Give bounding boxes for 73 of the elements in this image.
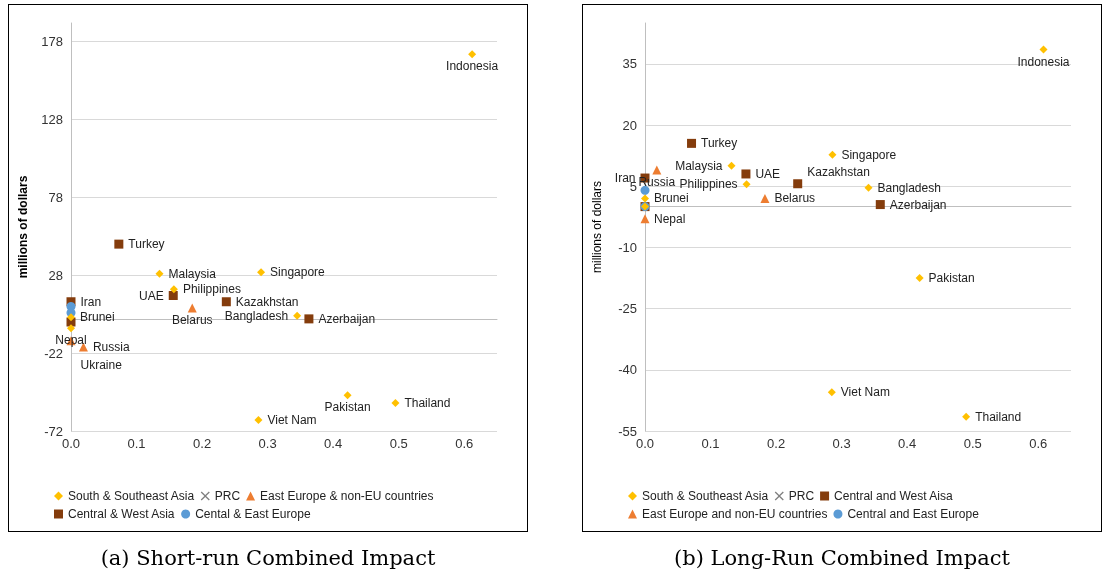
data-label: Viet Nam (840, 385, 890, 400)
data-label: UAE (139, 288, 164, 303)
y-tick-label: -25 (618, 301, 637, 317)
data-label: Iran (80, 294, 102, 309)
legend-label: Central and West Aisa (834, 489, 953, 503)
legend-label: Cental & East Europe (195, 507, 311, 521)
text: (a) Short-run Combined Impact (99, 546, 437, 570)
x-tick-label: 0.4 (898, 436, 917, 451)
x-tick-label: 0.5 (389, 436, 408, 451)
legend-label: East Europe and non-EU countries (642, 507, 828, 521)
x-tick-label: 0.3 (258, 436, 277, 451)
data-label: Philippines (679, 177, 738, 192)
data-label: Russia (638, 175, 676, 190)
legend-label: PRC (788, 489, 815, 503)
data-label: Kazakhstan (235, 294, 299, 309)
text: (b) Long-Run Combined Impact (673, 546, 1011, 570)
y-tick-label: 28 (48, 267, 63, 283)
data-label: Ukraine (80, 357, 123, 372)
y-tick-label: -10 (618, 239, 637, 255)
legend-label: South & Southeast Asia (68, 489, 195, 503)
x-tick-label: 0.1 (701, 436, 720, 451)
y-tick-label: 78 (48, 189, 63, 205)
data-label: Brunei (80, 310, 115, 325)
data-label: Pakistan (324, 400, 371, 415)
data-label: Viet Nam (267, 413, 317, 428)
y-tick-label: 20 (622, 117, 637, 133)
data-label: Thailand (404, 395, 451, 410)
x-tick-label: 0.5 (963, 436, 982, 451)
x-tick-label: 0.2 (767, 436, 786, 451)
data-label: Indonesia (1017, 54, 1070, 69)
legend-label: Central & West Asia (68, 507, 175, 521)
legend-label: South & Southeast Asia (642, 489, 769, 503)
x-tick-label: 0.4 (324, 436, 343, 451)
data-label: Bangladesh (877, 180, 941, 195)
y-tick-label: -22 (44, 345, 63, 361)
data-label: Thailand (975, 409, 1022, 424)
y-tick-label: 128 (41, 112, 63, 128)
y-tick-label: -40 (618, 362, 637, 378)
x-tick-label: 0.0 (61, 436, 81, 451)
data-label: Malaysia (675, 158, 723, 173)
data-label: Russia (92, 339, 130, 354)
data-label: Azerbaijan (889, 197, 947, 212)
data-label: Indonesia (446, 59, 499, 74)
data-label: Bangladesh (224, 308, 289, 323)
x-tick-label: 0.6 (1029, 436, 1048, 451)
data-label: UAE (755, 166, 781, 181)
data-label: Turkey (701, 136, 738, 151)
x-tick-label: 0.0 (635, 436, 655, 451)
legend-label: PRC (214, 489, 241, 503)
x-tick-label: 0.1 (127, 436, 146, 451)
data-label: Malaysia (168, 266, 217, 281)
data-label: Belarus (774, 191, 816, 206)
y-tick-label: -72 (44, 423, 63, 439)
data-label: Belarus (171, 313, 213, 328)
data-label: Turkey (128, 237, 165, 252)
legend-label: East Europe & non-EU countries (260, 489, 434, 503)
y-tick-label: 178 (41, 34, 63, 50)
data-label: Nepal (654, 211, 686, 226)
data-label: Pakistan (928, 271, 975, 285)
x-tick-label: 0.3 (832, 436, 851, 451)
data-label: Kazakhstan (807, 164, 870, 179)
x-tick-label: 0.6 (455, 436, 474, 451)
data-label: Azerbaijan (318, 311, 376, 326)
y-axis-title: millions of dollars (16, 175, 30, 279)
y-tick-label: 35 (622, 56, 637, 72)
data-label: Brunei (654, 191, 689, 206)
data-label: Singapore (841, 147, 897, 162)
legend-label: Central and East Europe (847, 507, 980, 521)
y-tick-label: -55 (618, 423, 637, 439)
x-tick-label: 0.2 (193, 436, 212, 451)
data-label: Philippines (182, 282, 241, 297)
data-label: Singapore (270, 265, 326, 280)
y-axis-title: millions of dollars (590, 180, 604, 274)
